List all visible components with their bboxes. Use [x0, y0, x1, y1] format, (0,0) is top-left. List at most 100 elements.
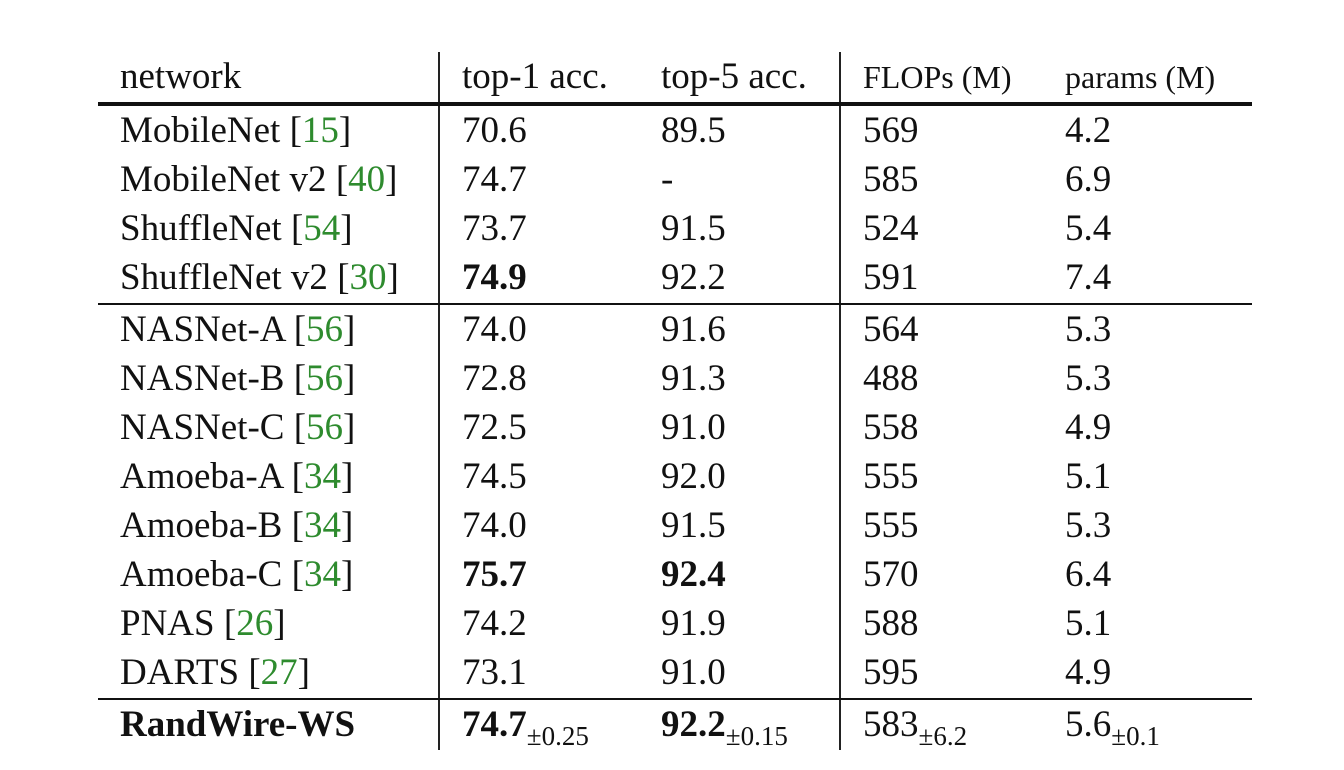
group-rule	[98, 698, 1252, 700]
params-value: 5.6±0.1	[1065, 700, 1160, 751]
network-label: DARTS	[120, 652, 240, 693]
network-name: Amoeba-C [34]	[120, 554, 354, 595]
network-label: NASNet-C	[120, 407, 285, 448]
flops-value: 488	[863, 358, 919, 399]
top1-value: 73.1	[462, 652, 527, 693]
network-name: Amoeba-B [34]	[120, 505, 354, 546]
table-row: Amoeba-A [34] 74.5 92.0 555 5.1	[98, 452, 1252, 501]
params-std: ±0.1	[1111, 721, 1160, 751]
table-row: ShuffleNet v2 [30] 74.9 92.2 591 7.4	[98, 253, 1252, 302]
network-name: MobileNet [15]	[120, 110, 352, 151]
flops-std: ±6.2	[918, 721, 968, 751]
header-top5: top-5 acc.	[661, 56, 807, 97]
table-row: MobileNet v2 [40] 74.7 - 585 6.9	[98, 155, 1252, 204]
params-value: 5.1	[1065, 456, 1112, 497]
network-label: Amoeba-A	[120, 456, 283, 497]
header-rule	[98, 102, 1252, 106]
column-divider	[839, 52, 841, 750]
network-label: Amoeba-C	[120, 554, 283, 595]
top5-value: 91.0	[661, 407, 726, 448]
top1-value: 73.7	[462, 208, 527, 249]
citation-link[interactable]: 34	[303, 505, 341, 546]
top5-value: 92.4	[661, 554, 726, 595]
network-label: MobileNet v2	[120, 159, 327, 200]
citation-link[interactable]: 40	[348, 159, 386, 200]
top5-value: 91.0	[661, 652, 726, 693]
network-name: MobileNet v2 [40]	[120, 159, 398, 200]
flops-value: 555	[863, 505, 919, 546]
top5-std: ±0.15	[725, 721, 788, 751]
top1-value: 74.0	[462, 505, 527, 546]
table-row: Amoeba-B [34] 74.0 91.5 555 5.3	[98, 501, 1252, 550]
network-name: PNAS [26]	[120, 603, 286, 644]
network-name: NASNet-A [56]	[120, 309, 356, 350]
flops-value: 569	[863, 110, 919, 151]
params-value: 7.4	[1065, 257, 1112, 298]
header-top1: top-1 acc.	[462, 56, 608, 97]
top5-value: 89.5	[661, 110, 726, 151]
table-row-ours: RandWire-WS 74.7±0.25 92.2±0.15 583±6.2 …	[98, 700, 1252, 751]
flops-value: 524	[863, 208, 919, 249]
table-row: DARTS [27] 73.1 91.0 595 4.9	[98, 648, 1252, 697]
flops-value: 583±6.2	[863, 700, 968, 751]
network-label: NASNet-B	[120, 358, 285, 399]
flops-value: 564	[863, 309, 919, 350]
flops-value: 595	[863, 652, 919, 693]
flops-value: 585	[863, 159, 919, 200]
top5-value: 91.5	[661, 208, 726, 249]
header-row: network top-1 acc. top-5 acc. FLOPs (M) …	[98, 52, 1252, 101]
flops-value: 570	[863, 554, 919, 595]
column-divider	[438, 52, 440, 750]
top5-value: 92.0	[661, 456, 726, 497]
network-label: Amoeba-B	[120, 505, 283, 546]
top1-value: 74.7±0.25	[462, 700, 589, 751]
top1-value: 75.7	[462, 554, 527, 595]
top1-value: 72.5	[462, 407, 527, 448]
top1-value: 74.9	[462, 257, 527, 298]
network-name: Amoeba-A [34]	[120, 456, 354, 497]
top1-std: ±0.25	[526, 721, 589, 751]
top1-value: 72.8	[462, 358, 527, 399]
table-row: NASNet-C [56] 72.5 91.0 558 4.9	[98, 403, 1252, 452]
top5-value: 92.2	[661, 257, 726, 298]
params-value: 6.9	[1065, 159, 1112, 200]
results-table: network top-1 acc. top-5 acc. FLOPs (M) …	[98, 52, 1252, 751]
network-label: ShuffleNet v2	[120, 257, 328, 298]
top5-value: 91.9	[661, 603, 726, 644]
table-row: ShuffleNet [54] 73.7 91.5 524 5.4	[98, 204, 1252, 253]
params-value: 5.4	[1065, 208, 1112, 249]
citation-link[interactable]: 56	[306, 309, 344, 350]
network-name: ShuffleNet [54]	[120, 208, 353, 249]
top1-value: 74.7	[462, 159, 527, 200]
citation-link[interactable]: 26	[236, 603, 274, 644]
group-rule	[98, 303, 1252, 305]
top5-value: 91.5	[661, 505, 726, 546]
params-value: 5.3	[1065, 505, 1112, 546]
top5-value: 92.2±0.15	[661, 700, 788, 751]
top1-mean: 74.7	[462, 704, 527, 745]
citation-link[interactable]: 56	[306, 358, 344, 399]
citation-link[interactable]: 56	[306, 407, 344, 448]
network-label: ShuffleNet	[120, 208, 282, 249]
params-value: 6.4	[1065, 554, 1112, 595]
params-value: 4.9	[1065, 407, 1112, 448]
flops-value: 558	[863, 407, 919, 448]
citation-link[interactable]: 15	[301, 110, 339, 151]
flops-value: 591	[863, 257, 919, 298]
top1-value: 74.5	[462, 456, 527, 497]
network-label: PNAS	[120, 603, 215, 644]
table-row: NASNet-A [56] 74.0 91.6 564 5.3	[98, 305, 1252, 354]
table-row: NASNet-B [56] 72.8 91.3 488 5.3	[98, 354, 1252, 403]
top5-value: 91.3	[661, 358, 726, 399]
citation-link[interactable]: 34	[303, 456, 341, 497]
params-value: 5.3	[1065, 309, 1112, 350]
params-value: 4.2	[1065, 110, 1112, 151]
citation-link[interactable]: 54	[303, 208, 341, 249]
citation-link[interactable]: 30	[349, 257, 387, 298]
top1-value: 70.6	[462, 110, 527, 151]
flops-value: 555	[863, 456, 919, 497]
network-label: MobileNet	[120, 110, 281, 151]
citation-link[interactable]: 27	[260, 652, 298, 693]
params-value: 4.9	[1065, 652, 1112, 693]
citation-link[interactable]: 34	[303, 554, 341, 595]
